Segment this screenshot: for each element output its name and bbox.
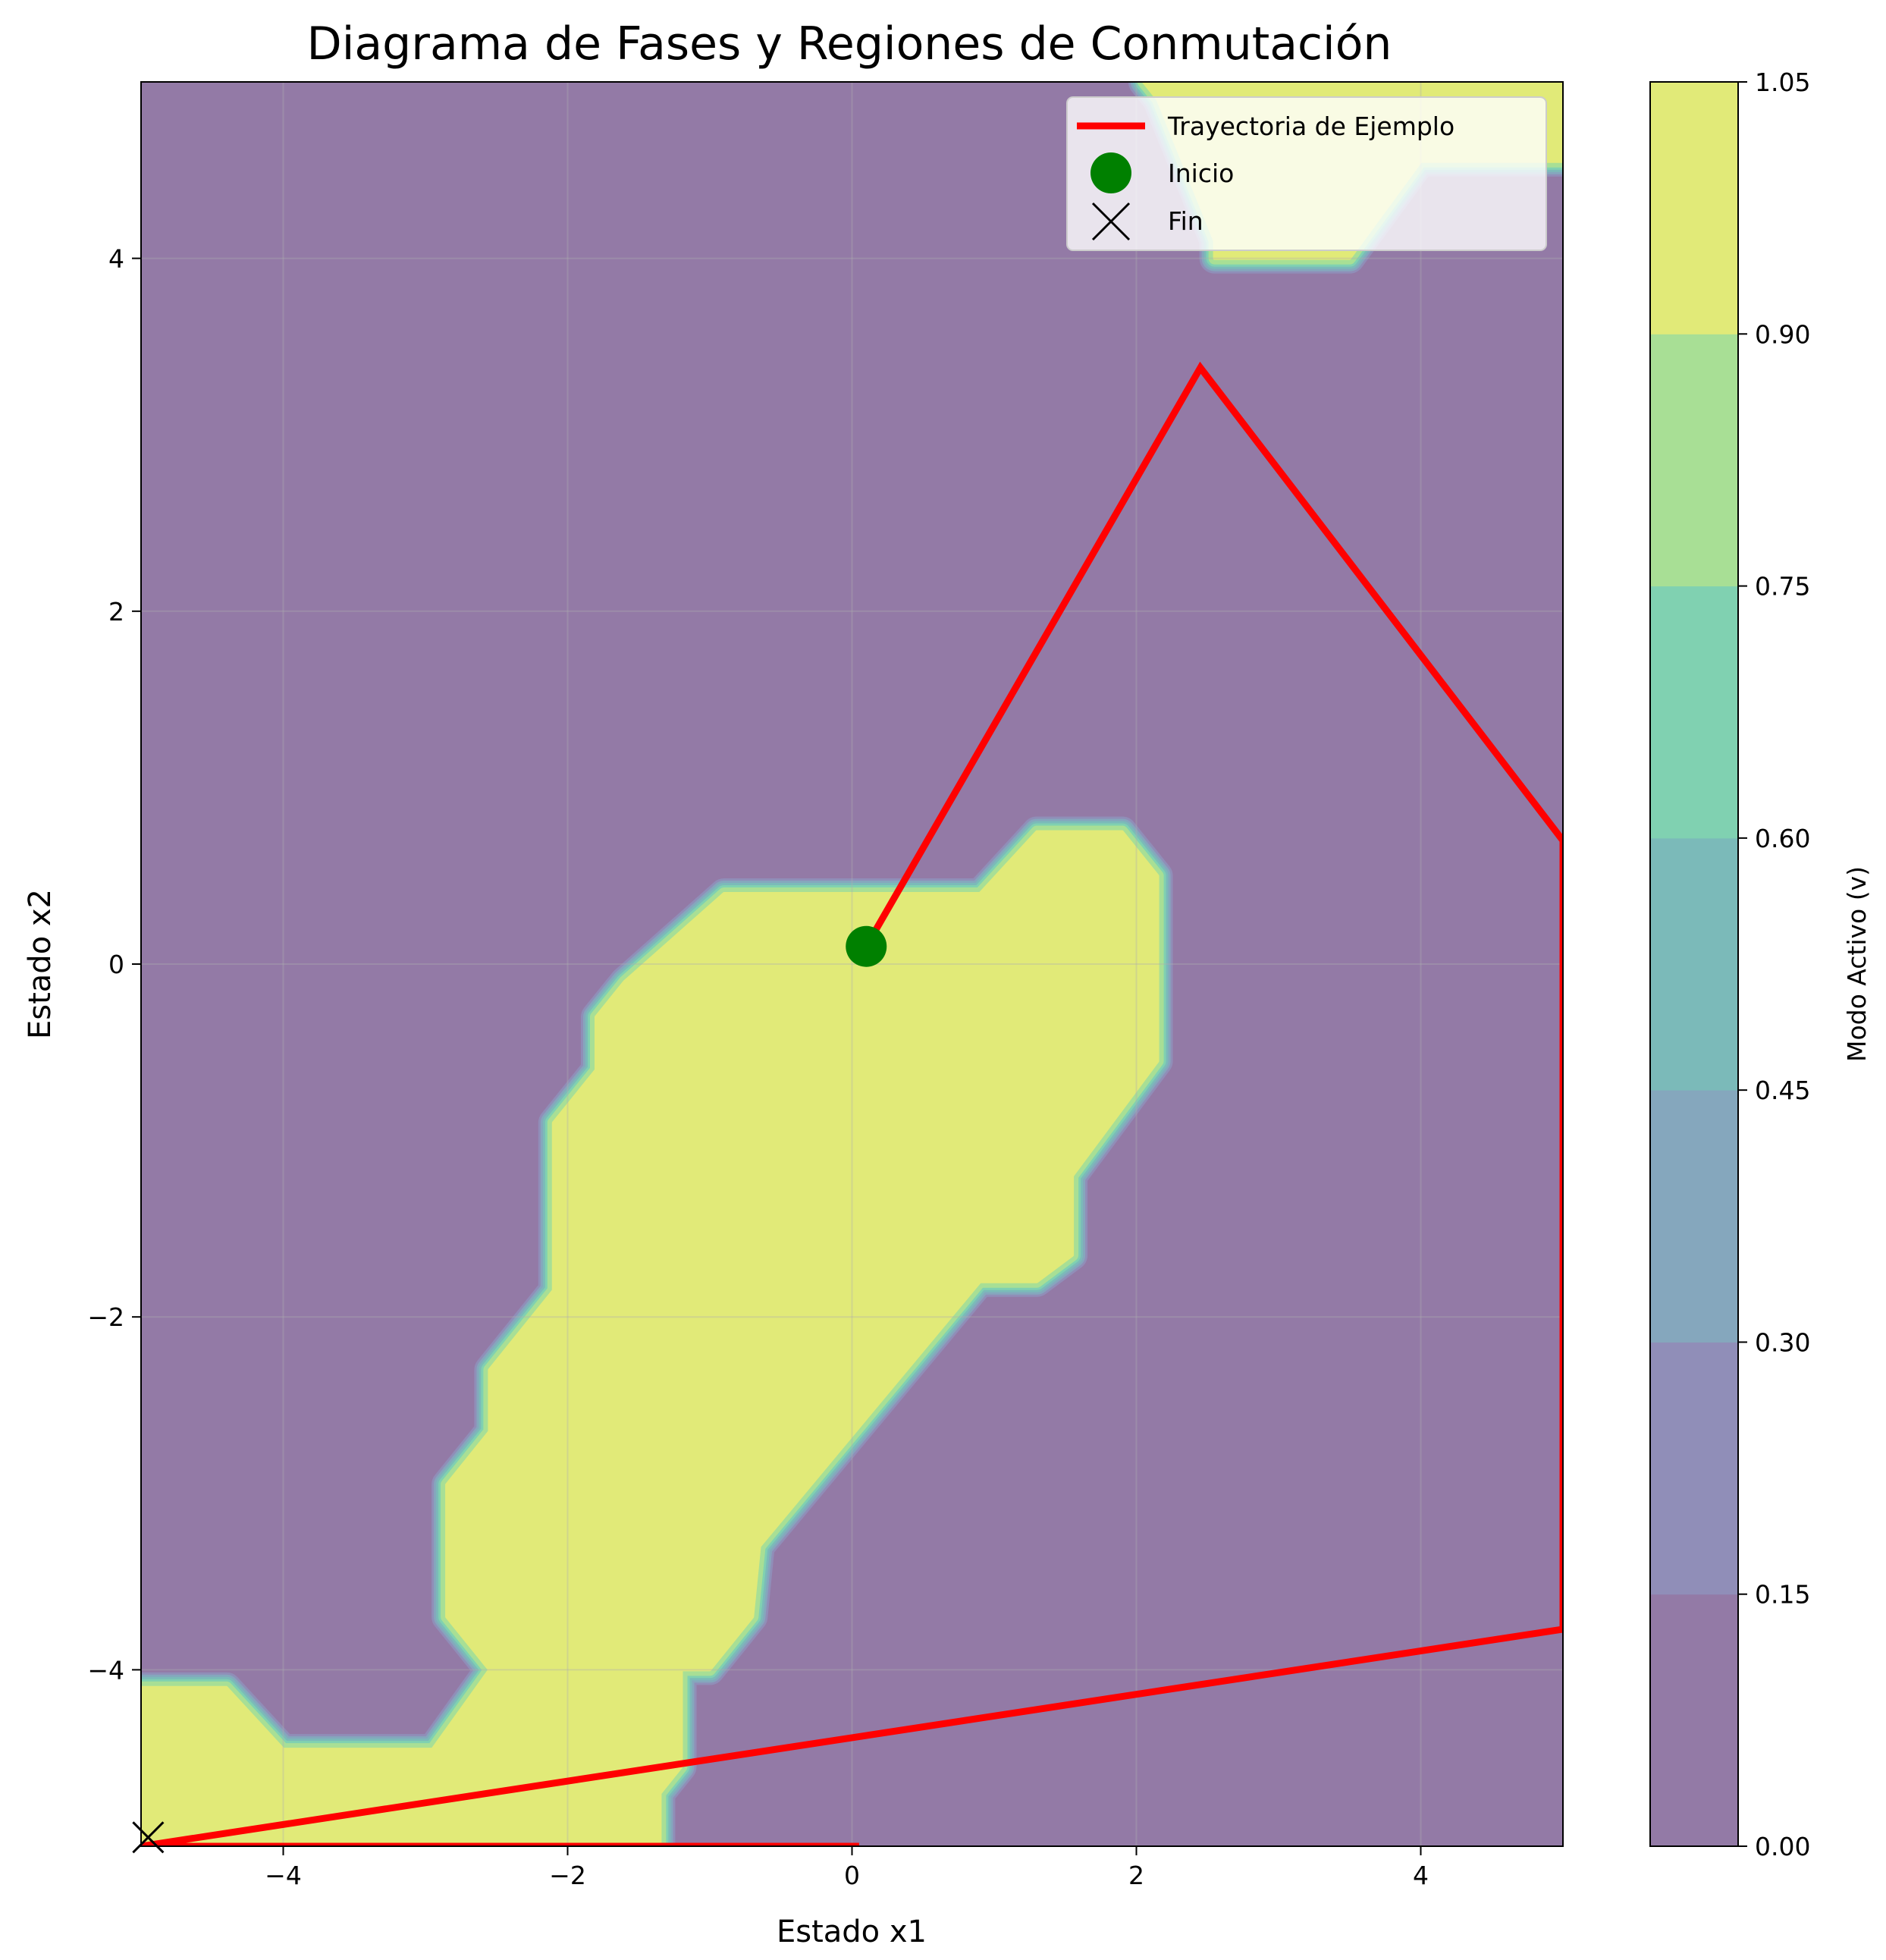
colorbar-band-3 [1650, 837, 1738, 1091]
y-tick-label-0: −4 [87, 1655, 124, 1685]
trajectory-layer [141, 361, 1563, 1846]
colorbar-band-0 [1650, 1594, 1738, 1847]
colorbar-band-6 [1650, 82, 1738, 335]
colorbar: 0.00 0.15 0.30 0.45 0.60 0.75 0.90 1.05 Modo Ac… [1649, 68, 1872, 1861]
legend-label-trajectory: Trayectoria de Ejemplo [1167, 112, 1455, 141]
colorbar-title: Modo Activo (v) [1842, 866, 1872, 1062]
legend-x-swatch [1091, 202, 1131, 241]
colorbar-tick-label-5: 0.75 [1755, 572, 1810, 602]
x-axis-title: Estado x1 [777, 1914, 927, 1949]
colorbar-bands [1650, 82, 1738, 1847]
colorbar-tick-label-1: 0.15 [1755, 1580, 1810, 1610]
marker-layer [132, 925, 887, 1854]
x-axis-ticks: −4 −2 0 2 4 [265, 1846, 1429, 1890]
x-tick-label-0: −4 [265, 1861, 302, 1890]
marker-end-stroke-b [132, 1821, 165, 1854]
colorbar-frame [1649, 81, 1739, 1847]
colorbar-tick-label-7: 1.05 [1755, 68, 1810, 97]
y-tick-label-4: 4 [108, 244, 124, 274]
legend-circle-swatch [1090, 152, 1131, 193]
colorbar-band-1 [1650, 1342, 1738, 1595]
colorbar-tick-label-2: 0.30 [1755, 1327, 1810, 1357]
y-axis-title: Estado x2 [23, 889, 58, 1039]
legend-label-end: Fin [1168, 206, 1203, 236]
legend: Trayectoria de Ejemplo Inicio Fin [1066, 96, 1547, 251]
y-tick-label-2: 0 [108, 950, 124, 979]
x-tick-label-1: −2 [549, 1861, 586, 1890]
contour-region-diagonal-band [141, 830, 1160, 1846]
trajectory-line-0 [141, 361, 1563, 1846]
x-tick-label-2: 0 [844, 1861, 860, 1890]
colorbar-band-2 [1650, 1090, 1738, 1343]
y-axis-ticks: −4 −2 0 2 4 [87, 244, 141, 1685]
colorbar-band-5 [1650, 334, 1738, 587]
legend-label-start: Inicio [1168, 159, 1234, 188]
y-tick-label-1: −2 [87, 1302, 124, 1332]
colorbar-ticks: 0.00 0.15 0.30 0.45 0.60 0.75 0.90 1.05 [1738, 68, 1810, 1861]
colorbar-tick-label-4: 0.60 [1755, 824, 1810, 853]
legend-box [1066, 96, 1547, 251]
plot-area [132, 81, 1564, 1854]
y-tick-label-3: 2 [108, 597, 124, 627]
x-tick-label-3: 2 [1128, 1861, 1144, 1890]
colorbar-tick-label-0: 0.00 [1755, 1832, 1810, 1861]
colorbar-tick-label-6: 0.90 [1755, 319, 1810, 349]
marker-end [132, 1821, 165, 1854]
marker-start [846, 925, 887, 967]
grid-lines [141, 82, 1563, 1846]
colorbar-band-4 [1650, 586, 1738, 839]
colorbar-tick-label-3: 0.45 [1755, 1076, 1810, 1105]
x-tick-label-4: 4 [1413, 1861, 1429, 1890]
chart-title: Diagrama de Fases y Regiones de Conmutac… [307, 17, 1392, 71]
